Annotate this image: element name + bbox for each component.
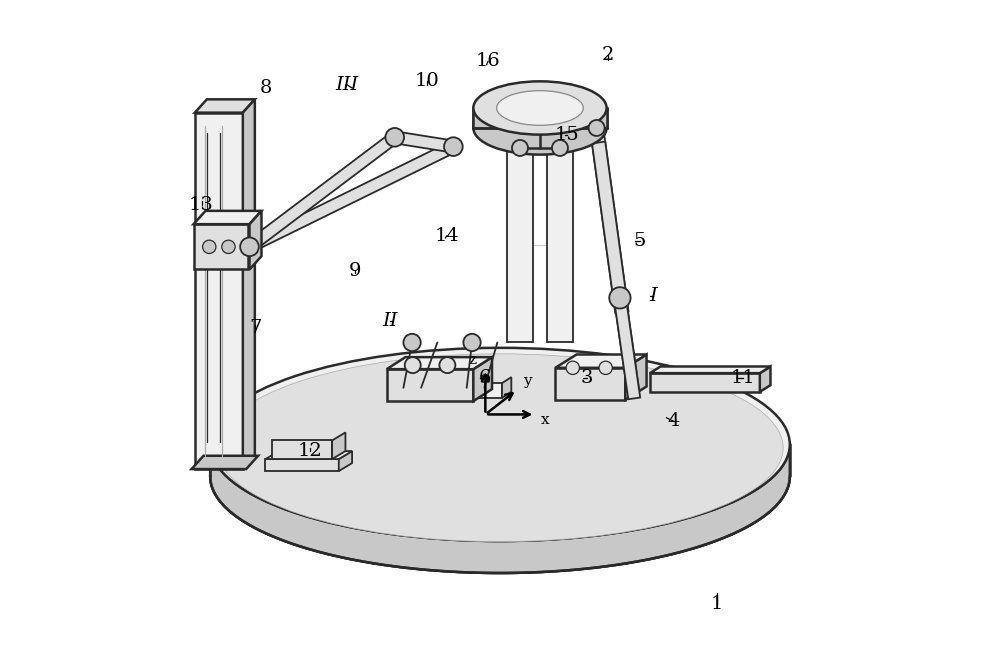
- Text: 10: 10: [414, 72, 439, 90]
- Polygon shape: [590, 127, 627, 299]
- Text: 5: 5: [634, 232, 646, 250]
- Polygon shape: [195, 99, 255, 112]
- Polygon shape: [555, 368, 625, 400]
- Bar: [547, 148, 573, 343]
- Text: II: II: [382, 312, 398, 330]
- Ellipse shape: [599, 361, 612, 375]
- Polygon shape: [502, 377, 511, 398]
- Text: 3: 3: [580, 369, 593, 387]
- Ellipse shape: [403, 334, 421, 351]
- Text: 8: 8: [259, 79, 272, 97]
- Text: x: x: [541, 413, 549, 427]
- Text: z: z: [469, 353, 477, 367]
- Polygon shape: [394, 131, 454, 153]
- Polygon shape: [387, 357, 492, 369]
- Text: 2: 2: [602, 45, 614, 64]
- Polygon shape: [555, 355, 647, 368]
- Polygon shape: [387, 369, 473, 401]
- Polygon shape: [250, 211, 261, 270]
- Polygon shape: [473, 357, 492, 401]
- Text: I: I: [649, 287, 657, 305]
- Text: 15: 15: [554, 126, 579, 144]
- Text: 12: 12: [298, 442, 323, 460]
- Bar: [194, 224, 248, 270]
- Bar: [507, 148, 533, 343]
- Ellipse shape: [222, 240, 235, 254]
- Ellipse shape: [566, 361, 579, 375]
- Ellipse shape: [512, 140, 528, 156]
- Ellipse shape: [210, 380, 790, 573]
- Text: 11: 11: [731, 369, 756, 387]
- Polygon shape: [210, 444, 790, 573]
- Text: 9: 9: [349, 262, 361, 280]
- Polygon shape: [650, 373, 760, 392]
- Polygon shape: [272, 440, 332, 459]
- Text: 4: 4: [667, 412, 679, 430]
- Ellipse shape: [589, 120, 605, 136]
- Polygon shape: [265, 451, 352, 459]
- Polygon shape: [625, 355, 647, 400]
- Text: 14: 14: [434, 227, 459, 245]
- Ellipse shape: [240, 237, 259, 256]
- Ellipse shape: [210, 348, 790, 541]
- Polygon shape: [760, 367, 770, 392]
- Polygon shape: [615, 304, 640, 399]
- Text: 6: 6: [478, 369, 491, 387]
- Ellipse shape: [609, 287, 631, 308]
- Polygon shape: [194, 211, 261, 224]
- Polygon shape: [409, 383, 502, 398]
- Ellipse shape: [217, 354, 783, 542]
- Polygon shape: [246, 132, 398, 252]
- Ellipse shape: [444, 137, 463, 156]
- Bar: [195, 112, 243, 469]
- Polygon shape: [265, 459, 339, 471]
- Ellipse shape: [463, 334, 481, 351]
- Text: 16: 16: [476, 52, 500, 70]
- Ellipse shape: [497, 91, 583, 125]
- Polygon shape: [332, 432, 345, 459]
- Polygon shape: [592, 142, 629, 313]
- Ellipse shape: [439, 357, 455, 373]
- Polygon shape: [192, 456, 258, 469]
- Text: 7: 7: [249, 319, 262, 337]
- Ellipse shape: [203, 240, 216, 254]
- Polygon shape: [247, 141, 456, 252]
- Ellipse shape: [405, 357, 421, 373]
- Text: 1: 1: [710, 595, 723, 613]
- Polygon shape: [339, 451, 352, 471]
- Polygon shape: [473, 108, 607, 128]
- Polygon shape: [243, 99, 255, 469]
- Polygon shape: [650, 367, 770, 373]
- Ellipse shape: [385, 128, 404, 147]
- Text: y: y: [524, 373, 532, 387]
- Ellipse shape: [473, 101, 607, 155]
- Text: III: III: [335, 76, 358, 94]
- Text: 13: 13: [189, 195, 214, 213]
- Polygon shape: [614, 297, 639, 392]
- Ellipse shape: [473, 82, 607, 134]
- Ellipse shape: [552, 140, 568, 156]
